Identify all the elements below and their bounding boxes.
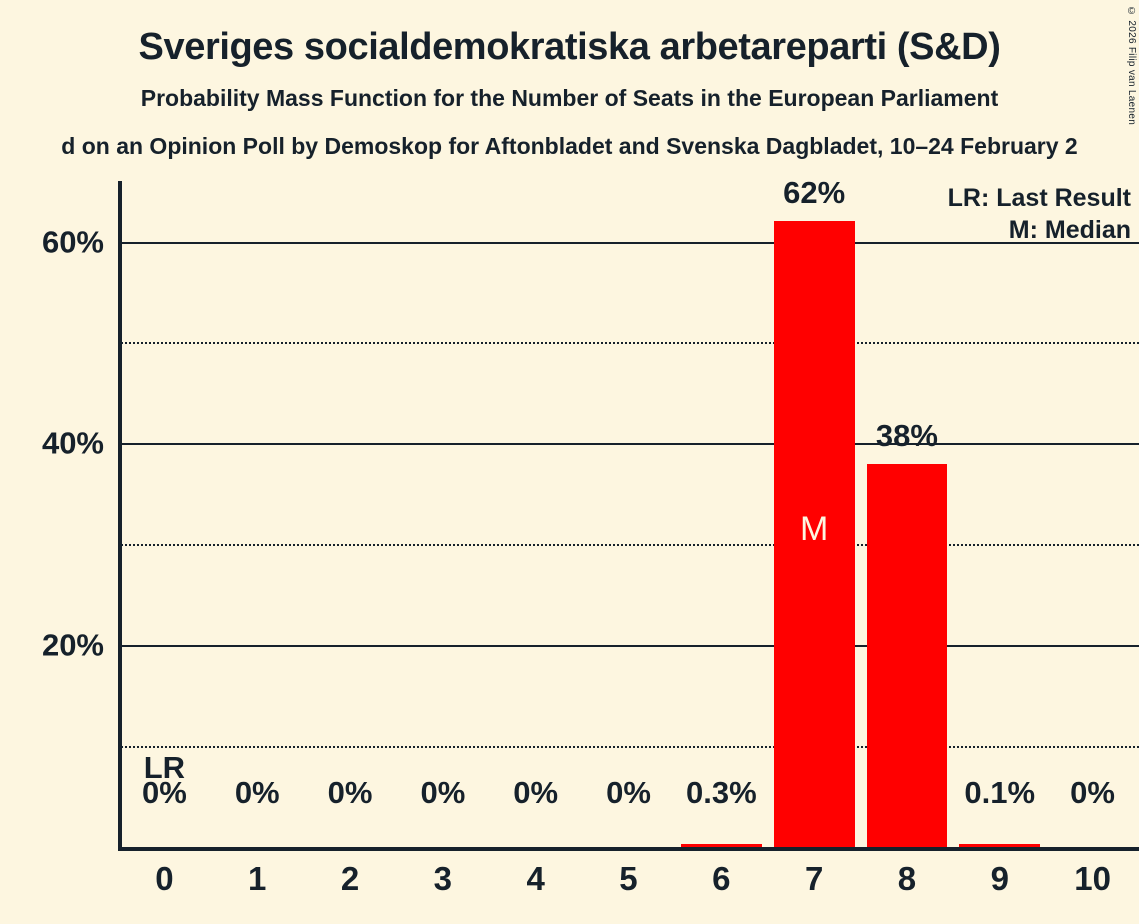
x-axis-ticks: 0 1 2 3 4 5 6 7 8 9 10 bbox=[118, 862, 1139, 912]
last-result-marker: LR bbox=[143, 750, 186, 786]
page-title: Sveriges socialdemokratiska arbetarepart… bbox=[138, 26, 1001, 68]
bar-value-label: 0% bbox=[142, 775, 187, 810]
x-axis-line bbox=[118, 847, 1139, 851]
bar-series: 0% LR 0% 0% 0% 0% 0% 0.3% 62% M 38% 0.1% 0% bbox=[118, 177, 1139, 849]
bar-slot: 0% bbox=[489, 181, 582, 849]
title-block: Sveriges socialdemokratiska arbetarepart… bbox=[0, 0, 1139, 158]
x-tick-label-0: 0 bbox=[155, 860, 174, 897]
x-tick-label-8: 8 bbox=[897, 860, 917, 897]
bar-value-label: 0% bbox=[1070, 775, 1115, 810]
bar-value-label: 0.3% bbox=[685, 775, 757, 810]
bar-slot: 0.1% bbox=[953, 181, 1046, 849]
chart-legend: LR: Last Result M: Median bbox=[948, 183, 1131, 246]
bar-slot: 38% bbox=[861, 181, 954, 849]
copyright-notice: © 2026 Filip van Laenen bbox=[1126, 6, 1137, 126]
bar-value-label: 0% bbox=[420, 775, 466, 810]
gridline-60 bbox=[118, 241, 1139, 244]
x-tick-label-6: 6 bbox=[712, 860, 731, 897]
median-marker: M bbox=[799, 510, 829, 549]
bar[interactable] bbox=[773, 221, 855, 847]
bar-slot: 0.3% bbox=[675, 181, 768, 849]
chart-source-line: d on an Opinion Poll by Demoskop for Aft… bbox=[61, 133, 1078, 159]
bar[interactable] bbox=[959, 844, 1041, 847]
bar-slot: 0% bbox=[396, 181, 489, 849]
x-tick-label-9: 9 bbox=[990, 860, 1009, 897]
y-axis-line bbox=[118, 181, 122, 851]
legend-item-last-result: LR: Last Result bbox=[947, 184, 1131, 212]
bar-value-label: 0% bbox=[327, 775, 373, 810]
bar-value-label: 0% bbox=[234, 775, 280, 810]
y-tick-label-20: 20% bbox=[41, 627, 104, 663]
bar-slot: 0% bbox=[304, 181, 397, 849]
bar[interactable] bbox=[866, 463, 948, 847]
gridline-50 bbox=[118, 342, 1139, 345]
gridline-10 bbox=[118, 746, 1139, 749]
chart-subtitle: Probability Mass Function for the Number… bbox=[140, 85, 999, 111]
legend-item-median: M: Median bbox=[1008, 215, 1131, 244]
bar-value-label: 38% bbox=[875, 417, 938, 453]
x-tick-label-1: 1 bbox=[248, 860, 267, 897]
bar-value-label: 0.1% bbox=[964, 775, 1036, 810]
bar-slot: 62% M bbox=[768, 177, 861, 849]
y-tick-label-40: 40% bbox=[41, 425, 104, 461]
bar-slot: 0% bbox=[582, 181, 675, 849]
gridline-40 bbox=[118, 443, 1139, 446]
x-tick-label-7: 7 bbox=[804, 860, 824, 897]
bar-slot: 0% LR bbox=[118, 181, 211, 849]
bar[interactable] bbox=[680, 843, 762, 847]
plot-area: 0% LR 0% 0% 0% 0% 0% 0.3% 62% M 38% 0.1% 0% bbox=[118, 177, 1139, 851]
bar-value-label: 0% bbox=[513, 775, 559, 810]
gridline-20 bbox=[118, 645, 1139, 648]
x-tick-label-4: 4 bbox=[526, 860, 545, 897]
bar-slot: 0% bbox=[1046, 181, 1139, 849]
y-tick-label-60: 60% bbox=[41, 224, 104, 260]
x-tick-label-2: 2 bbox=[340, 860, 360, 897]
bar-value-label: 62% bbox=[783, 175, 846, 211]
x-tick-label-5: 5 bbox=[619, 860, 638, 897]
x-tick-label-3: 3 bbox=[433, 860, 453, 897]
gridline-30 bbox=[118, 544, 1139, 547]
bar-slot: 0% bbox=[211, 181, 304, 849]
x-tick-label-10: 10 bbox=[1074, 860, 1111, 897]
bar-value-label: 0% bbox=[606, 775, 651, 810]
